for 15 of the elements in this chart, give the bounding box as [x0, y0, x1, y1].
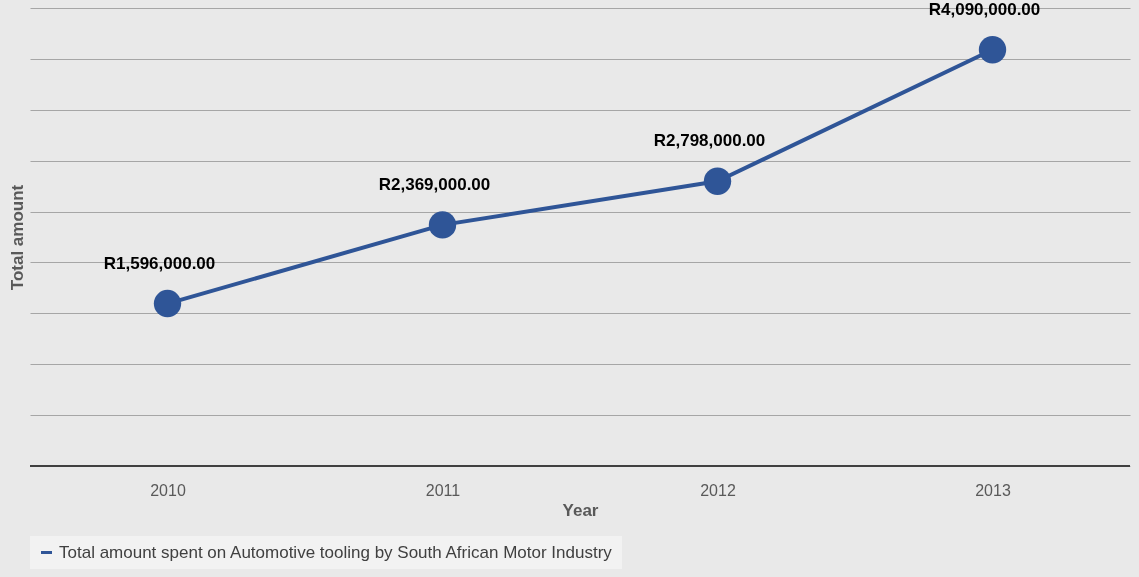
data-label: R4,090,000.00	[928, 0, 1041, 19]
point	[153, 289, 182, 318]
data-label: R2,369,000.00	[378, 174, 491, 194]
point	[978, 36, 1007, 64]
x-axis-title: Year	[562, 500, 599, 520]
data-label: R1,596,000.00	[103, 253, 216, 273]
y-axis-title: Total amount	[7, 184, 27, 291]
x-tick-label: 2013	[975, 481, 1011, 499]
data-label: R2,798,000.00	[653, 131, 766, 151]
x-tick-label: 2012	[700, 481, 736, 499]
x-tick-label: 2011	[425, 481, 461, 499]
point	[428, 211, 457, 239]
legend-label: Total amount spent on Automotive tooling by South African Motor Industry	[59, 542, 613, 562]
x-tick-label: 2010	[150, 481, 186, 499]
point	[703, 167, 732, 195]
